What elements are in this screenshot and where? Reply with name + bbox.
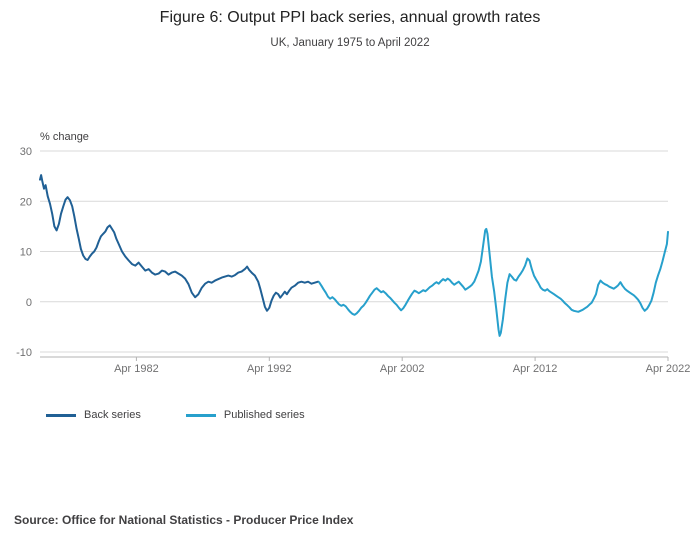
x-tick-label: Apr 2002	[380, 363, 425, 375]
legend: Back series Published series	[46, 409, 305, 421]
x-tick-label: Apr 1982	[114, 363, 159, 375]
line-chart: 30 20 10 0 -10 Apr 1982 Apr 1992 Apr 2002 Apr 20…	[16, 146, 691, 375]
y-axis-label: % change	[40, 131, 89, 143]
series-line-back-series	[39, 174, 319, 312]
source-text: Source: Office for National Statistics -…	[14, 513, 354, 527]
series-line-published-series	[318, 227, 669, 337]
y-tick-label: 30	[20, 146, 32, 158]
back-series-swatch	[46, 413, 76, 417]
published-series-label: Published series	[223, 409, 305, 421]
x-tick-label: Apr 2022	[646, 363, 691, 375]
legend-item-published-series: Published series	[185, 409, 305, 421]
y-tick-label: 20	[20, 196, 32, 208]
y-tick-label: 0	[26, 297, 32, 309]
y-tick-label: -10	[16, 347, 32, 359]
page-title: Figure 6: Output PPI back series, annual…	[159, 9, 541, 26]
x-tick-label: Apr 2012	[513, 363, 558, 375]
published-series-swatch	[185, 413, 216, 417]
legend-item-back-series: Back series	[46, 409, 141, 421]
page-subtitle: UK, January 1975 to April 2022	[270, 37, 430, 49]
y-tick-label: 10	[20, 247, 32, 259]
x-tick-label: Apr 1992	[247, 363, 292, 375]
back-series-label: Back series	[84, 409, 141, 421]
